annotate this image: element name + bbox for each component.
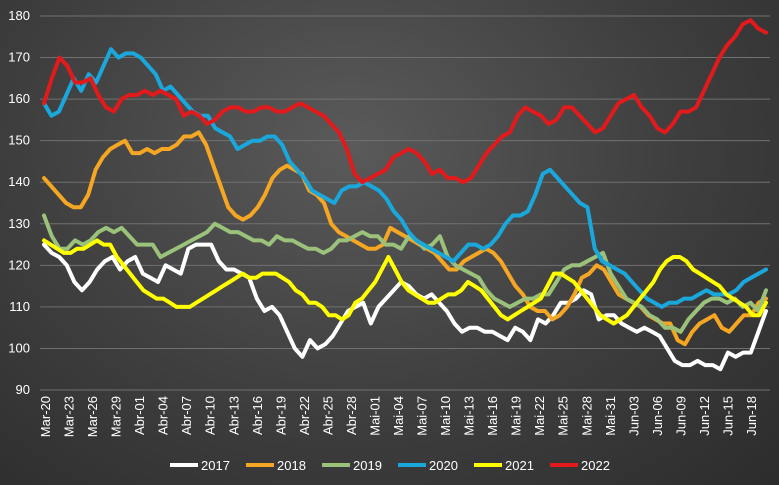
legend: 2017 2018 2019 2020 2021 2022 [170,458,610,473]
x-tick-label: Mai-28 [579,396,594,436]
x-tick-label: Mar-20 [38,396,53,437]
x-tick-label: Jun-03 [626,396,641,436]
x-tick-label: Mai-04 [391,396,406,436]
x-tick-label: Mai-31 [603,396,618,436]
x-tick-label: Mai-22 [532,396,547,436]
x-tick-label: Abr-07 [179,396,194,435]
y-tick-label: 160 [8,91,30,106]
x-axis-ticks: Mar-20 Mar-23 Mar-26 Mar-29 Abr-01 Abr-04 Abr-… [38,396,759,437]
legend-label-2017: 2017 [201,458,230,473]
y-tick-label: 100 [8,340,30,355]
x-tick-label: Mar-29 [109,396,124,437]
x-tick-label: Abr-28 [344,396,359,435]
x-tick-label: Jun-09 [673,396,688,436]
legend-label-2018: 2018 [277,458,306,473]
x-tick-label: Mai-07 [415,396,430,436]
legend-label-2022: 2022 [581,458,610,473]
legend-label-2020: 2020 [429,458,458,473]
x-tick-label: Jun-15 [720,396,735,436]
gridlines [40,15,770,391]
x-tick-label: Abr-04 [156,396,171,435]
x-tick-label: Jun-12 [697,396,712,436]
y-tick-label: 150 [8,133,30,148]
y-tick-label: 90 [16,382,30,397]
x-tick-label: Abr-13 [226,396,241,435]
x-tick-label: Abr-10 [203,396,218,435]
y-tick-label: 120 [8,257,30,272]
y-tick-label: 170 [8,50,30,65]
y-tick-label: 140 [8,174,30,189]
x-tick-label: Mar-23 [62,396,77,437]
x-tick-label: Mai-16 [485,396,500,436]
series-lines [42,18,768,372]
x-tick-label: Abr-25 [320,396,335,435]
x-tick-label: Mai-13 [462,396,477,436]
series-line-2018 [42,130,768,347]
x-tick-label: Jun-06 [650,396,665,436]
y-tick-label: 180 [8,8,30,23]
x-tick-label: Abr-19 [273,396,288,435]
x-tick-label: Mai-10 [438,396,453,436]
series-line-2019 [42,213,768,334]
legend-label-2021: 2021 [505,458,534,473]
x-tick-label: Jun-18 [744,396,759,436]
y-tick-label: 110 [9,299,30,314]
x-tick-label: Mai-01 [367,396,382,436]
series-line-2022 [42,18,768,185]
series-line-2020 [42,47,768,309]
x-tick-label: Mai-19 [509,396,524,436]
y-tick-label: 130 [8,216,30,231]
x-tick-label: Mai-25 [556,396,571,436]
legend-label-2019: 2019 [353,458,382,473]
series-line-2021 [42,238,768,326]
x-tick-label: Mar-26 [85,396,100,437]
x-tick-label: Abr-16 [250,396,265,435]
y-axis-ticks: 90 100 110 120 130 140 150 160 170 180 [8,8,30,397]
x-tick-label: Abr-22 [297,396,312,435]
x-tick-label: Abr-01 [132,396,147,435]
